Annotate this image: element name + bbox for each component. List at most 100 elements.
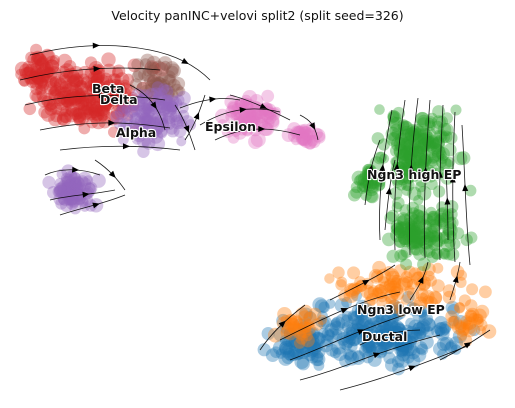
velocity-arrowhead [108,170,116,178]
cell-point [416,329,427,340]
cell-point [111,82,127,98]
cell-point [364,319,377,331]
velocity-arrowhead [209,96,217,103]
cell-point [55,182,67,195]
cell-point [442,290,456,304]
cell-point [445,340,458,353]
cell-point [82,104,94,116]
cell-point [243,106,257,120]
cell-point [391,327,403,339]
cell-point [375,325,387,337]
cell-point [405,144,417,156]
cell-point [302,331,313,342]
cell-point [359,343,373,358]
cell-point [153,77,167,92]
cell-point [395,307,406,318]
velocity-streamline [452,111,456,263]
cell-point [411,223,424,235]
cell-point [135,105,150,120]
cell-point [255,109,269,124]
cell-point [412,145,424,156]
cell-point [150,87,162,99]
cell-point [406,301,418,313]
cell-point [365,342,377,354]
velocity-streamline [59,145,181,151]
cell-point [398,331,412,346]
cell-point [425,167,438,179]
cell-point [448,315,460,327]
cell-point [146,55,162,71]
cell-point [372,330,385,343]
cell-point [390,332,405,347]
cell-point [279,341,294,356]
cluster-label: Ngn3 high EP [367,167,461,182]
cell-point [422,326,434,338]
cell-point [426,251,439,263]
cell-point [288,322,302,336]
cell-point [332,266,345,279]
cell-point [37,77,48,89]
cell-point [413,152,428,167]
cell-point [366,176,381,190]
cell-point [439,130,453,144]
cell-point [149,77,163,91]
cell-point [130,112,145,127]
cell-point [103,96,115,108]
cell-point [318,327,329,338]
cell-point [63,175,75,187]
velocity-arrowhead [367,164,374,173]
cell-point [395,337,410,353]
cell-point [151,124,163,136]
cell-point [436,149,447,160]
cell-point [452,329,467,344]
cell-point [287,321,301,334]
cell-point [152,76,166,90]
cell-point [140,107,151,118]
cell-point [414,140,429,155]
velocity-arrowhead [407,164,414,172]
cell-point [46,66,62,82]
cell-point [365,180,379,194]
cell-point [245,108,257,120]
cell-point [373,151,387,165]
cell-point [146,105,161,120]
cell-point [387,320,401,335]
cell-point [396,345,409,358]
cell-point [153,116,164,127]
cell-point [410,229,424,243]
cell-point [18,73,31,87]
cell-point [66,88,81,103]
cell-point [154,83,168,97]
cell-point [262,103,277,118]
cell-point [165,94,180,109]
cell-point [227,131,240,144]
cell-point [344,282,359,297]
cell-point [416,117,431,132]
cell-point [400,138,412,150]
cell-point [23,102,37,116]
cell-point [138,67,152,82]
velocity-streamline [423,99,431,259]
cell-point [412,322,426,337]
cell-point [416,266,428,278]
cell-point [449,238,461,250]
cell-point [166,124,180,138]
cell-point [76,175,89,188]
cell-point [366,328,378,340]
velocity-streamline [49,189,116,201]
cell-point [131,97,146,112]
cell-point [289,316,303,329]
cell-point [60,112,71,123]
cell-point [354,276,366,288]
cell-point [154,111,169,126]
cell-point [306,333,320,346]
cell-point [437,231,451,245]
cell-point [166,65,179,79]
cell-point [372,331,387,346]
cell-point [404,141,419,156]
cell-point [63,60,77,73]
cell-point [69,107,83,121]
cell-point [142,100,154,111]
cluster-label: Alpha [116,125,156,140]
cell-point [427,156,438,167]
